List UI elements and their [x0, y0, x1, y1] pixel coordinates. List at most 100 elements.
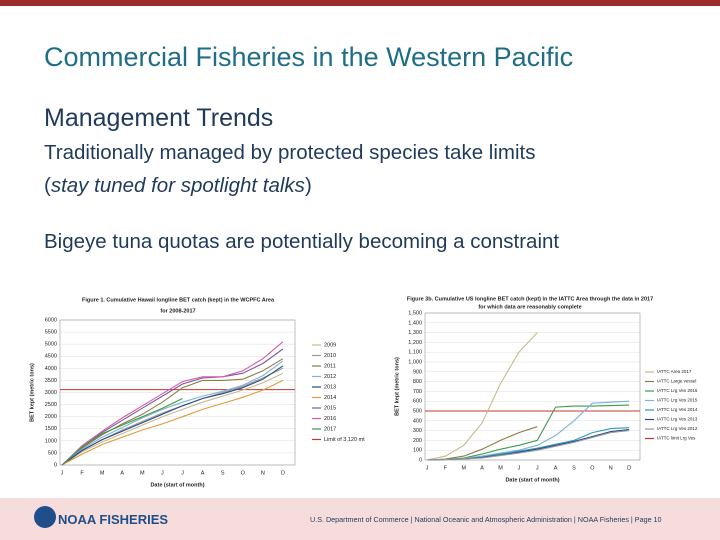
slide-title: Commercial Fisheries in the Western Paci… [44, 42, 574, 72]
logo: NOAA FISHERIES [58, 512, 169, 527]
y-tick-label: 1500 [45, 426, 57, 432]
legend-label: IATTC Area 2017 [657, 369, 692, 374]
legend-label: 2010 [324, 353, 336, 359]
y-tick-label: 1,200 [408, 340, 422, 346]
y-tick-label: 1,500 [408, 310, 422, 316]
x-tick-label: N [261, 470, 265, 476]
legend-label: IATTC Lrg Ves 2012 [657, 426, 698, 431]
y-tick-label: 1,400 [408, 320, 422, 326]
legend-label: 2014 [324, 395, 336, 401]
x-tick-label: M [461, 465, 466, 471]
x-tick-label: S [221, 470, 225, 476]
y-tick-label: 5000 [45, 342, 57, 348]
text: ) [304, 174, 312, 197]
text-line: (stay tuned for spotlight talks) [44, 174, 312, 198]
y-tick-label: 300 [413, 428, 422, 434]
x-tick-label: J [61, 470, 64, 476]
legend-label: 2015 [324, 405, 336, 411]
chart-title: for which data are reasonably complete [478, 304, 581, 310]
series-line [426, 332, 538, 461]
y-tick-label: 0 [54, 462, 57, 468]
y-tick-label: 1,100 [408, 350, 422, 356]
legend-label: 2012 [324, 374, 336, 380]
legend-label: IATTC Large vessel [657, 379, 696, 384]
series-line [61, 341, 284, 466]
heading: Management Trends [44, 104, 274, 132]
x-tick-label: S [572, 465, 576, 471]
chart-title: for 2008-2017 [160, 308, 195, 314]
x-tick-label: O [590, 465, 595, 471]
y-tick-label: 1000 [45, 438, 57, 444]
series-line [61, 398, 183, 466]
y-axis-label: BET kept (metric tons) [394, 357, 400, 416]
y-tick-label: 0 [419, 457, 422, 463]
x-tick-label: A [120, 470, 124, 476]
x-tick-label: M [100, 470, 105, 476]
y-tick-label: 200 [413, 438, 422, 444]
x-tick-label: M [140, 470, 145, 476]
footer: NOAA FISHERIES U.S. Department of Commer… [0, 498, 720, 540]
legend-label: 2013 [324, 384, 336, 390]
chart-background [22, 293, 300, 491]
top-bar [0, 0, 720, 6]
y-tick-label: 900 [413, 369, 422, 375]
y-tick-label: 1,300 [408, 330, 422, 336]
x-axis-label: Date (start of month) [505, 477, 559, 483]
chart-title: Figure 1. Cumulative Hawaii longline BET… [82, 297, 275, 303]
y-tick-label: 1,000 [408, 359, 422, 365]
legend-label: IATTC Lrg Ves 2013 [657, 417, 698, 422]
series-line [426, 430, 630, 461]
plot-frame [424, 312, 641, 461]
legend-label: 2017 [324, 426, 336, 432]
legend-label: 2011 [324, 363, 336, 369]
x-tick-label: A [480, 465, 484, 471]
text-line: Traditionally managed by protected speci… [44, 141, 536, 164]
series-line [61, 379, 284, 466]
y-tick-label: 3000 [45, 390, 57, 396]
x-tick-label: F [444, 465, 448, 471]
chart-title: Figure 3b. Cumulative US longline BET ca… [407, 296, 653, 302]
x-tick-label: D [627, 465, 631, 471]
series-line [61, 372, 284, 466]
y-tick-label: 3500 [45, 378, 57, 384]
series-line [61, 348, 284, 466]
y-tick-label: 5500 [45, 330, 57, 336]
footer-text: U.S. Department of Commerce | National O… [310, 515, 662, 524]
y-tick-label: 4500 [45, 354, 57, 360]
y-tick-label: 500 [413, 408, 422, 414]
y-tick-label: 2000 [45, 414, 57, 420]
series-line [61, 358, 284, 466]
legend-label: IATTC Lrg Ves 2014 [657, 407, 698, 412]
x-tick-label: J [161, 470, 164, 476]
legend-label: IATTC limit Lrg Ves [657, 436, 696, 441]
y-tick-label: 700 [413, 389, 422, 395]
x-tick-label: J [518, 465, 521, 471]
legend-label: Limit of 3,120 mt [324, 437, 365, 443]
x-tick-label: O [241, 470, 246, 476]
text-line: Bigeye tuna quotas are potentially becom… [44, 230, 560, 253]
x-tick-label: D [281, 470, 285, 476]
y-tick-label: 400 [413, 418, 422, 424]
y-tick-label: 4000 [45, 366, 57, 372]
y-tick-label: 2500 [45, 402, 57, 408]
y-axis-label: BET kept (metric tons) [29, 363, 35, 422]
x-tick-label: J [181, 470, 184, 476]
legend-label: IATTC Lrg Ves 2016 [657, 388, 698, 393]
plot-frame [59, 319, 296, 466]
x-tick-label: A [554, 465, 558, 471]
y-tick-label: 500 [48, 450, 57, 456]
x-axis-label: Date (start of month) [150, 482, 204, 488]
y-tick-label: 800 [413, 379, 422, 385]
legend-label: 2009 [324, 342, 336, 348]
x-tick-label: N [609, 465, 613, 471]
italic-text: stay tuned for spotlight talks [50, 174, 305, 197]
text: ( [44, 174, 51, 197]
x-tick-label: J [536, 465, 539, 471]
series-line [61, 360, 284, 466]
series-line [61, 365, 284, 466]
legend-label: IATTC Lrg Ves 2015 [657, 398, 698, 403]
x-tick-label: M [498, 465, 503, 471]
y-tick-label: 6000 [45, 317, 57, 323]
